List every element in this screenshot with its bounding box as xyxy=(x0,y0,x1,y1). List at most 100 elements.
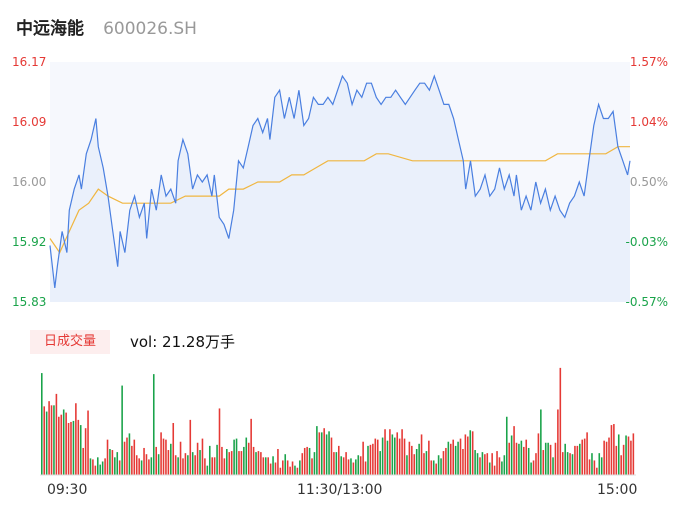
volume-bar xyxy=(401,429,403,475)
volume-bar xyxy=(65,412,67,475)
volume-bar xyxy=(213,457,216,475)
volume-bar xyxy=(240,451,243,475)
volume-bar xyxy=(411,445,413,475)
volume-bar xyxy=(277,449,279,475)
time-label-close: 15:00 xyxy=(597,482,638,498)
volume-bar xyxy=(376,439,379,475)
volume-bar xyxy=(201,438,204,475)
volume-bar xyxy=(423,453,425,475)
volume-bar xyxy=(513,426,515,475)
volume-bar xyxy=(579,443,581,475)
average-price-line xyxy=(49,146,630,254)
volume-bar xyxy=(89,458,92,475)
volume-bar xyxy=(247,442,250,475)
volume-bar xyxy=(179,441,182,475)
volume-bar xyxy=(561,452,564,475)
volume-bar xyxy=(206,465,209,475)
volume-bar xyxy=(557,409,559,475)
volume-bar xyxy=(138,458,140,475)
volume-bar xyxy=(230,451,233,475)
volume-bar xyxy=(167,450,170,475)
volume-bar xyxy=(160,432,162,475)
volume-bar xyxy=(325,434,328,475)
volume-bar xyxy=(374,438,377,475)
price-line xyxy=(49,74,631,288)
volume-bar xyxy=(559,367,562,475)
volume-bar xyxy=(172,423,175,475)
volume-bar xyxy=(520,440,523,475)
volume-bar xyxy=(296,467,299,475)
volume-bar xyxy=(121,385,123,475)
volume-bar xyxy=(367,445,369,475)
volume-bar xyxy=(491,453,493,475)
volume-bar xyxy=(245,437,248,475)
volume-bars xyxy=(41,367,635,475)
volume-bar xyxy=(118,460,121,475)
volume-bar xyxy=(131,445,133,475)
volume-bar xyxy=(323,428,325,475)
volume-bar xyxy=(170,443,172,475)
volume-bar xyxy=(617,434,620,475)
volume-bar xyxy=(369,444,372,475)
volume-bar xyxy=(464,434,467,475)
volume-bar xyxy=(77,419,80,475)
volume-bar xyxy=(630,440,632,475)
volume-bar xyxy=(415,449,418,475)
volume-bar xyxy=(116,452,119,475)
stock-name: 中远海能 xyxy=(16,19,84,39)
volume-bar xyxy=(442,451,445,475)
volume-bar xyxy=(123,441,126,475)
volume-bar xyxy=(106,439,109,475)
volume-bar xyxy=(508,442,510,475)
volume-bar xyxy=(101,461,104,475)
volume-bar xyxy=(250,418,252,475)
volume-bar xyxy=(140,460,143,475)
volume-bar xyxy=(262,457,265,475)
volume-bar xyxy=(576,445,579,475)
volume-bar xyxy=(355,459,357,475)
volume-bar xyxy=(191,452,194,475)
volume-bar xyxy=(457,441,459,475)
volume-bar xyxy=(569,453,571,475)
volume-bar xyxy=(613,424,615,475)
volume-bar xyxy=(503,455,506,475)
volume-bar xyxy=(467,436,469,475)
volume-bar xyxy=(571,454,574,475)
volume-bar xyxy=(527,447,530,475)
volume-bar xyxy=(294,465,296,475)
volume-bar xyxy=(484,454,486,475)
volume-bar xyxy=(104,458,106,475)
volume-bar xyxy=(583,438,586,475)
volume-bar xyxy=(352,462,355,475)
volume-bar xyxy=(493,465,496,475)
pct-label-max: 1.57% xyxy=(629,55,668,69)
volume-bar xyxy=(53,405,55,475)
volume-bar xyxy=(87,410,89,475)
volume-bar xyxy=(435,463,437,475)
volume-bar xyxy=(128,433,131,475)
time-label-open: 09:30 xyxy=(47,482,88,498)
volume-bar xyxy=(586,432,588,475)
volume-bar xyxy=(515,442,518,475)
volume-bar xyxy=(70,421,72,475)
volume-bar xyxy=(257,451,260,475)
volume-bar xyxy=(335,452,338,475)
volume-bar xyxy=(267,457,269,475)
volume-bar xyxy=(600,457,603,475)
volume-bar xyxy=(350,458,352,475)
volume-bar xyxy=(518,443,520,475)
volume-bar xyxy=(338,445,340,475)
volume-bar xyxy=(481,452,484,475)
volume-bar xyxy=(552,457,554,475)
volume-bar xyxy=(75,403,77,475)
volume-bar xyxy=(596,467,598,475)
volume-bar xyxy=(143,447,145,475)
volume-bar xyxy=(574,445,576,475)
volume-bar xyxy=(316,426,318,475)
volume-bar xyxy=(155,446,157,475)
volume-bar xyxy=(342,457,345,475)
pct-label-2: 1.04% xyxy=(629,115,668,129)
volume-bar xyxy=(403,438,406,475)
volume-bar xyxy=(303,447,306,475)
